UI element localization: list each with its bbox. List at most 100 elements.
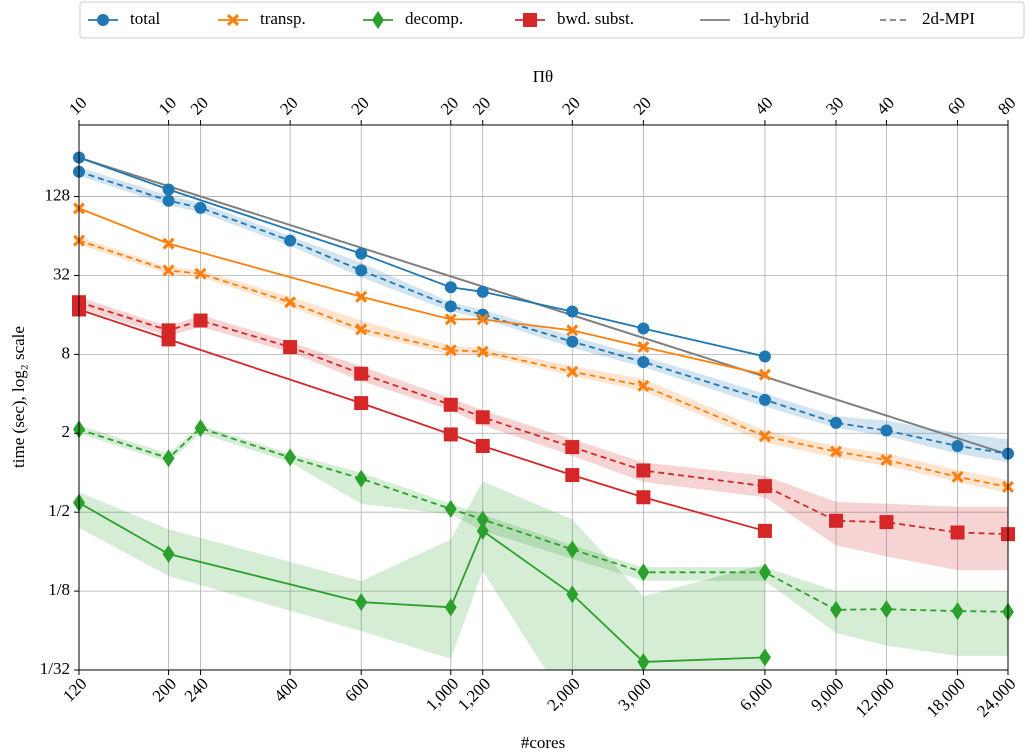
marker: [758, 393, 771, 406]
marker: [566, 335, 579, 348]
legend-label: 2d-MPI: [922, 9, 975, 28]
marker: [566, 540, 579, 559]
marker: [355, 264, 368, 277]
marker: [880, 600, 893, 619]
legend-label: total: [130, 9, 160, 28]
top-tick-label: 20: [558, 93, 583, 118]
range-band: [79, 481, 765, 670]
marker: [566, 365, 579, 378]
marker: [566, 324, 579, 337]
top-tick-label: 10: [65, 93, 90, 118]
x-tick-label: 6,000: [736, 674, 776, 714]
marker: [354, 366, 369, 381]
marker: [284, 296, 297, 309]
marker: [284, 448, 297, 467]
series-line: [79, 502, 765, 663]
range-band: [79, 167, 1008, 463]
marker: [637, 341, 650, 354]
top-tick-label: 40: [873, 93, 898, 118]
top-tick-label: 40: [751, 93, 776, 118]
x-tick-label: 120: [59, 674, 90, 705]
y-axis-label: time (sec), log₂ scale: [9, 326, 28, 468]
top-tick-label: 20: [276, 93, 301, 118]
marker: [443, 427, 458, 442]
marker: [476, 521, 489, 540]
x-tick-label: 240: [181, 674, 212, 705]
marker: [443, 397, 458, 412]
legend-label: 1d-hybrid: [742, 9, 810, 28]
y-tick-label: 1/2: [48, 501, 70, 520]
y-tick-label: 2: [62, 422, 71, 441]
range-band: [79, 425, 1008, 656]
marker: [880, 454, 893, 467]
marker: [444, 313, 457, 326]
marker: [476, 313, 489, 326]
marker: [757, 523, 772, 538]
marker: [475, 410, 490, 425]
marker: [830, 600, 843, 619]
marker: [444, 300, 457, 313]
marker: [476, 345, 489, 358]
marker: [637, 379, 650, 392]
marker: [444, 499, 457, 518]
top-tick-label: 30: [822, 93, 847, 118]
marker: [636, 490, 651, 505]
marker: [637, 652, 650, 671]
top-tick-label: 20: [347, 93, 372, 118]
marker: [566, 305, 579, 318]
marker: [476, 285, 489, 298]
series-line: [79, 427, 1008, 613]
marker: [355, 323, 368, 336]
marker: [951, 470, 964, 483]
marker: [879, 515, 894, 530]
marker: [637, 563, 650, 582]
marker: [355, 290, 368, 303]
x-tick-label: 600: [341, 674, 372, 705]
x-tick-label: 400: [270, 674, 301, 705]
marker: [758, 350, 771, 363]
top-tick-label: 10: [155, 93, 180, 118]
marker: [161, 323, 176, 338]
marker: [475, 438, 490, 453]
marker: [193, 313, 208, 328]
series-line: [79, 301, 1008, 535]
marker: [637, 355, 650, 368]
marker: [830, 416, 843, 429]
y-tick-label: 32: [53, 264, 70, 283]
marker: [758, 430, 771, 443]
marker: [758, 563, 771, 582]
range-band: [79, 296, 1008, 571]
legend-label: transp.: [260, 9, 306, 28]
marker: [565, 440, 580, 455]
top-tick-label: 20: [437, 93, 462, 118]
x-tick-label: 18,000: [923, 674, 969, 720]
marker: [951, 602, 964, 621]
series-line: [79, 207, 766, 376]
y-tick-label: 8: [62, 343, 71, 362]
marker: [162, 264, 175, 277]
top-tick-label: 20: [469, 93, 494, 118]
x-tick-label: 2,000: [543, 674, 583, 714]
x-tick-label: 24,000: [973, 674, 1019, 720]
marker: [636, 463, 651, 478]
marker: [162, 194, 175, 207]
marker: [444, 598, 457, 617]
marker: [444, 344, 457, 357]
marker: [758, 648, 771, 667]
marker: [880, 424, 893, 437]
marker: [227, 14, 239, 26]
top-tick-label: 20: [630, 93, 655, 118]
marker: [162, 449, 175, 468]
top-tick-label: 60: [944, 93, 969, 118]
marker: [194, 419, 207, 438]
marker: [355, 593, 368, 612]
marker: [476, 510, 489, 529]
series-line: [79, 170, 1008, 455]
marker: [355, 469, 368, 488]
marker: [355, 247, 368, 260]
x-tick-label: 9,000: [807, 674, 847, 714]
x-tick-label: 200: [149, 674, 180, 705]
marker: [829, 513, 844, 528]
series-line: [79, 308, 766, 532]
legend-label: decomp.: [405, 9, 463, 28]
